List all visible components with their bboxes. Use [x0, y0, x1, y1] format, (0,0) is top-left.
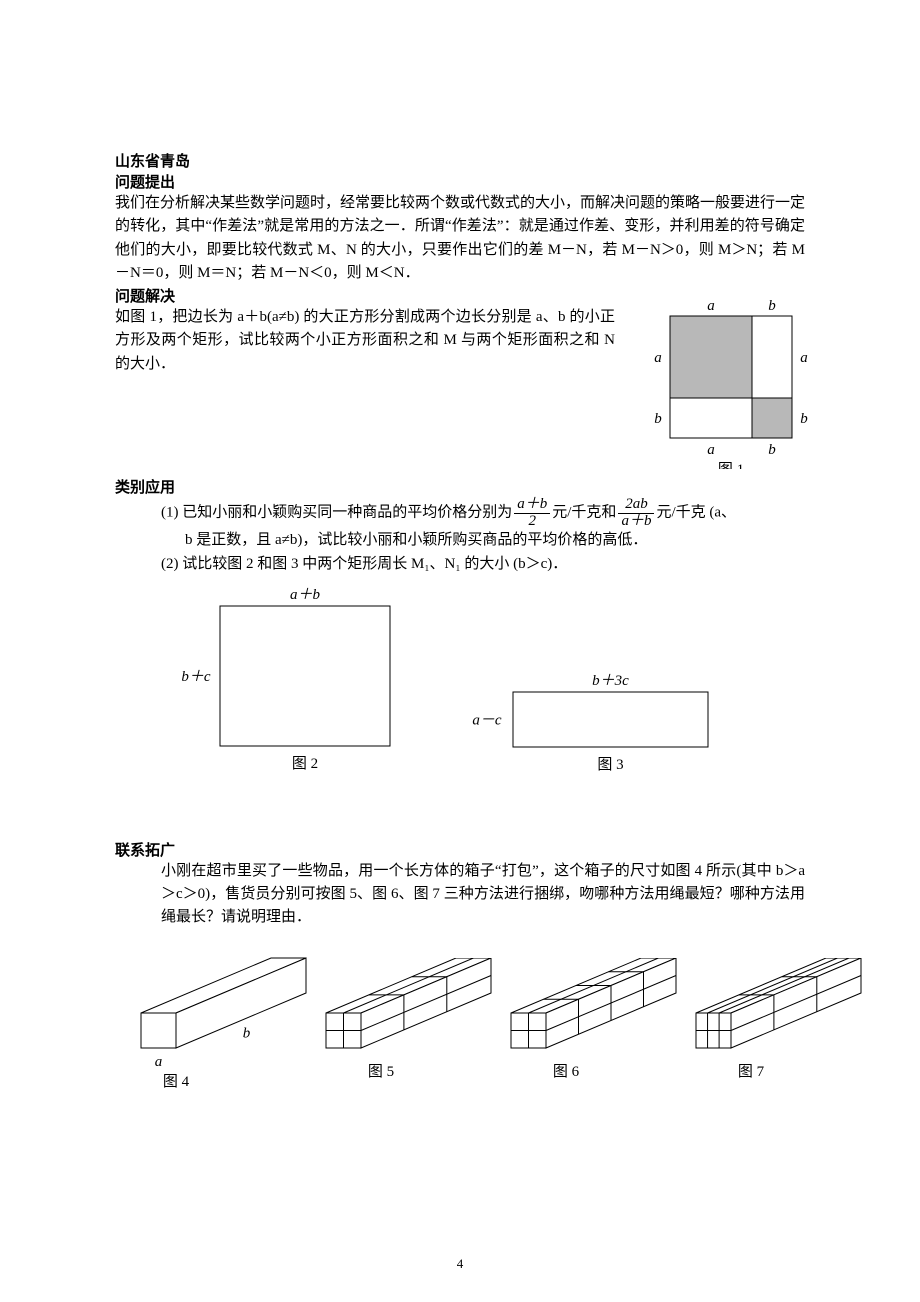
frac1-den: 2 — [514, 514, 550, 530]
item1-mid1: 元/千克和 — [552, 504, 616, 520]
sec3-title: 类别应用 — [115, 476, 805, 497]
svg-text:b: b — [768, 298, 776, 314]
sec3-item1-line2: b 是正数，且 a≠b)，试比较小丽和小颖所购买商品的平均价格的高低． — [115, 529, 805, 552]
figure-4: abc图 4 — [135, 938, 310, 1093]
svg-text:图 6: 图 6 — [553, 1063, 580, 1080]
svg-text:b＋c: b＋c — [181, 669, 211, 685]
figure-7: 图 7 — [690, 958, 865, 1093]
sec3-item1: (1) 已知小丽和小颖购买同一种商品的平均价格分别为a＋b2元/千克和2aba＋… — [115, 497, 805, 530]
svg-text:图 5: 图 5 — [368, 1063, 394, 1080]
svg-text:图 7: 图 7 — [738, 1063, 765, 1080]
figure-6: 图 6 — [505, 958, 680, 1093]
svg-text:a: a — [654, 350, 662, 366]
svg-text:a: a — [707, 442, 715, 458]
item1-pre: (1) 已知小丽和小颖购买同一种商品的平均价格分别为 — [161, 504, 512, 520]
frac2-num: 2ab — [618, 497, 654, 514]
svg-text:b: b — [768, 442, 776, 458]
sec1-body: 我们在分析解决某些数学问题时，经常要比较两个数或代数式的大小，而解决问题的策略一… — [115, 192, 805, 285]
figure-2: a＋b b＋c 图 2 — [175, 584, 405, 789]
svg-text:a: a — [155, 1054, 163, 1070]
item1-mid2: 元/千克 (a、 — [656, 504, 736, 520]
svg-text:b: b — [243, 1025, 251, 1041]
svg-text:图 3: 图 3 — [597, 756, 623, 773]
svg-text:b: b — [654, 411, 662, 427]
svg-text:图 2: 图 2 — [292, 755, 318, 772]
sec3-item2: (2) 试比较图 2 和图 3 中两个矩形周长 M₁、N₁ 的大小 (b＞c)． — [115, 553, 805, 576]
svg-text:a－c: a－c — [472, 712, 502, 728]
sec4-title: 联系拓广 — [115, 839, 805, 860]
page-number: 4 — [0, 1256, 920, 1272]
svg-text:图 1: 图 1 — [718, 461, 744, 469]
svg-text:b: b — [800, 411, 808, 427]
region-header: 山东省青岛 — [115, 150, 805, 171]
svg-text:a: a — [800, 350, 808, 366]
svg-text:b＋3c: b＋3c — [592, 673, 629, 689]
sec4-body: 小刚在超市里买了一些物品，用一个长方体的箱子“打包”，这个箱子的尺寸如图 4 所… — [115, 860, 805, 930]
svg-text:a＋b: a＋b — [290, 587, 321, 603]
sec1-title: 问题提出 — [115, 171, 805, 192]
figure-1: a b a b a b a b 图 1 — [645, 294, 825, 474]
frac2-den: a＋b — [618, 514, 654, 530]
svg-text:图 4: 图 4 — [163, 1073, 190, 1088]
frac1-num: a＋b — [514, 497, 550, 514]
svg-text:a: a — [707, 298, 715, 314]
figure-5: 图 5 — [320, 958, 495, 1093]
figure-3: b＋3c a－c 图 3 — [465, 664, 725, 789]
